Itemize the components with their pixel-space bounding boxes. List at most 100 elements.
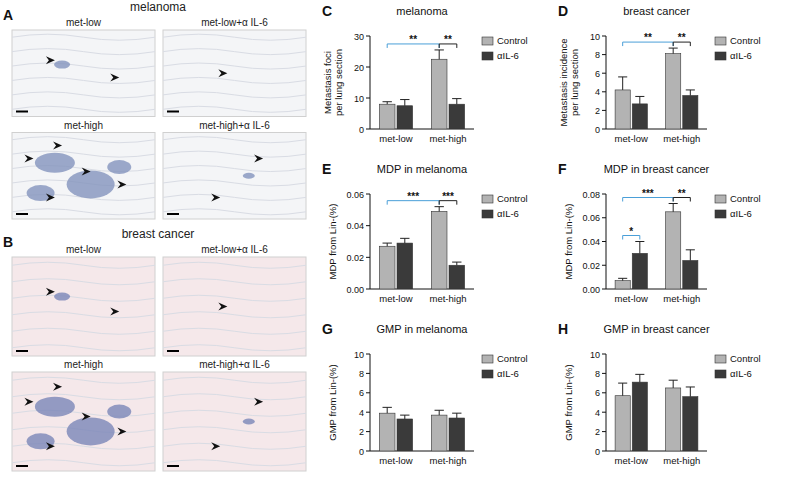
y-tick-label: 8 [595, 50, 600, 60]
tissue-texture [12, 410, 155, 416]
y-tick-label: 0.02 [346, 253, 364, 263]
tissue-texture [163, 279, 306, 285]
scale-bar [16, 111, 28, 113]
y-tick [366, 431, 370, 432]
legend-swatch [482, 210, 493, 218]
scale-bar [16, 213, 28, 215]
panel-letter: F [558, 161, 567, 177]
y-axis-line [606, 354, 607, 451]
error-bar [383, 407, 392, 413]
panel-letter: C [322, 3, 332, 19]
y-tick-label: 0.00 [346, 285, 364, 295]
bar-chart: Dbreast cancerMetastasis incidenceper lu… [558, 3, 761, 144]
arrowhead [46, 56, 55, 64]
arrowhead [46, 193, 55, 201]
legend-swatch [482, 370, 493, 378]
arrowhead [110, 74, 119, 82]
image-label: met-low [66, 244, 102, 255]
y-tick-label: 4 [595, 87, 600, 97]
micrograph [12, 133, 155, 220]
y-tick-label: 0.04 [346, 221, 364, 231]
chart-title: GMP in breast cancer [603, 323, 710, 335]
tissue-texture [163, 312, 306, 318]
tissue-texture [163, 194, 306, 200]
tissue-texture [12, 77, 155, 83]
tissue-texture [12, 34, 155, 40]
tissue-texture [12, 460, 155, 466]
image-panel: Amelanomamet-lowmet-low+α IL-6met-highme… [3, 0, 306, 219]
y-tick [366, 451, 370, 452]
legend-swatch [482, 195, 493, 203]
legend-label: αIL-6 [730, 368, 752, 379]
y-axis-label-line: GMP from Lin-(%) [563, 364, 574, 440]
tissue-texture [12, 328, 155, 334]
significance-label: ** [678, 32, 686, 43]
error-bar [452, 413, 461, 418]
tissue-texture [163, 427, 306, 433]
significance-label: ** [678, 188, 686, 199]
y-tick-label: 0 [359, 125, 364, 135]
y-tick-label: 30 [354, 32, 364, 42]
y-tick [602, 354, 606, 355]
tissue-texture [12, 106, 155, 112]
chart-title: MDP in melanoma [377, 163, 468, 175]
y-axis-label-line: Metastasis incidence [558, 38, 569, 126]
y-axis-label-line: GMP from Lin-(%) [327, 364, 338, 440]
scale-bar [167, 465, 179, 467]
tissue-texture [163, 328, 306, 334]
y-tick [602, 289, 606, 290]
metastasis-focus [54, 293, 70, 301]
arrowhead [254, 398, 263, 406]
y-axis-label-line: per lung section [333, 49, 344, 116]
panel-title: breast cancer [122, 227, 195, 241]
x-tick-label: met-low [379, 455, 412, 466]
error-bar [435, 207, 444, 212]
x-tick-label: met-low [615, 133, 648, 144]
bar [449, 104, 465, 129]
bar [632, 253, 647, 289]
legend-label: Control [497, 193, 528, 204]
y-tick [602, 73, 606, 74]
bar [683, 261, 698, 290]
y-tick [366, 354, 370, 355]
marks [615, 48, 698, 129]
arrowhead [254, 154, 263, 162]
legend-label: αIL-6 [497, 50, 519, 61]
metastasis-focus [67, 417, 115, 445]
bar [683, 96, 698, 129]
y-axis-label-line: per lung section [569, 49, 580, 116]
tissue-texture [12, 151, 155, 157]
y-tick [602, 54, 606, 55]
bar-chart: CmelanomaMetastasis fociper lung section… [322, 3, 528, 144]
y-tick [602, 217, 606, 218]
bar [632, 382, 647, 451]
metastasis-focus [107, 405, 131, 419]
significance-label: *** [642, 188, 654, 199]
panel-title: melanoma [130, 0, 186, 14]
panel-letter: B [3, 234, 13, 250]
arrowhead [117, 427, 126, 435]
significance-label: *** [442, 191, 454, 202]
arrowhead [218, 69, 227, 77]
tissue-texture [12, 49, 155, 55]
y-tick [602, 241, 606, 242]
image-label: met-low [66, 17, 102, 28]
y-tick-label: 0 [595, 125, 600, 135]
tissue-texture [12, 262, 155, 268]
bar [615, 396, 630, 451]
arrowhead [211, 193, 220, 201]
y-tick [366, 289, 370, 290]
bar [397, 419, 413, 451]
tissue-texture [12, 394, 155, 400]
bar [632, 104, 647, 129]
y-tick [602, 36, 606, 37]
y-tick-label: 10 [590, 32, 600, 42]
y-axis-label: GMP from Lin-(%) [563, 364, 574, 440]
micrograph [12, 257, 155, 356]
legend-label: Control [730, 35, 761, 46]
chart-title: melanoma [396, 5, 448, 17]
tissue-texture [12, 137, 155, 143]
tissue-texture [163, 49, 306, 55]
tissue-texture [163, 209, 306, 215]
metastasis-focus [67, 170, 115, 198]
